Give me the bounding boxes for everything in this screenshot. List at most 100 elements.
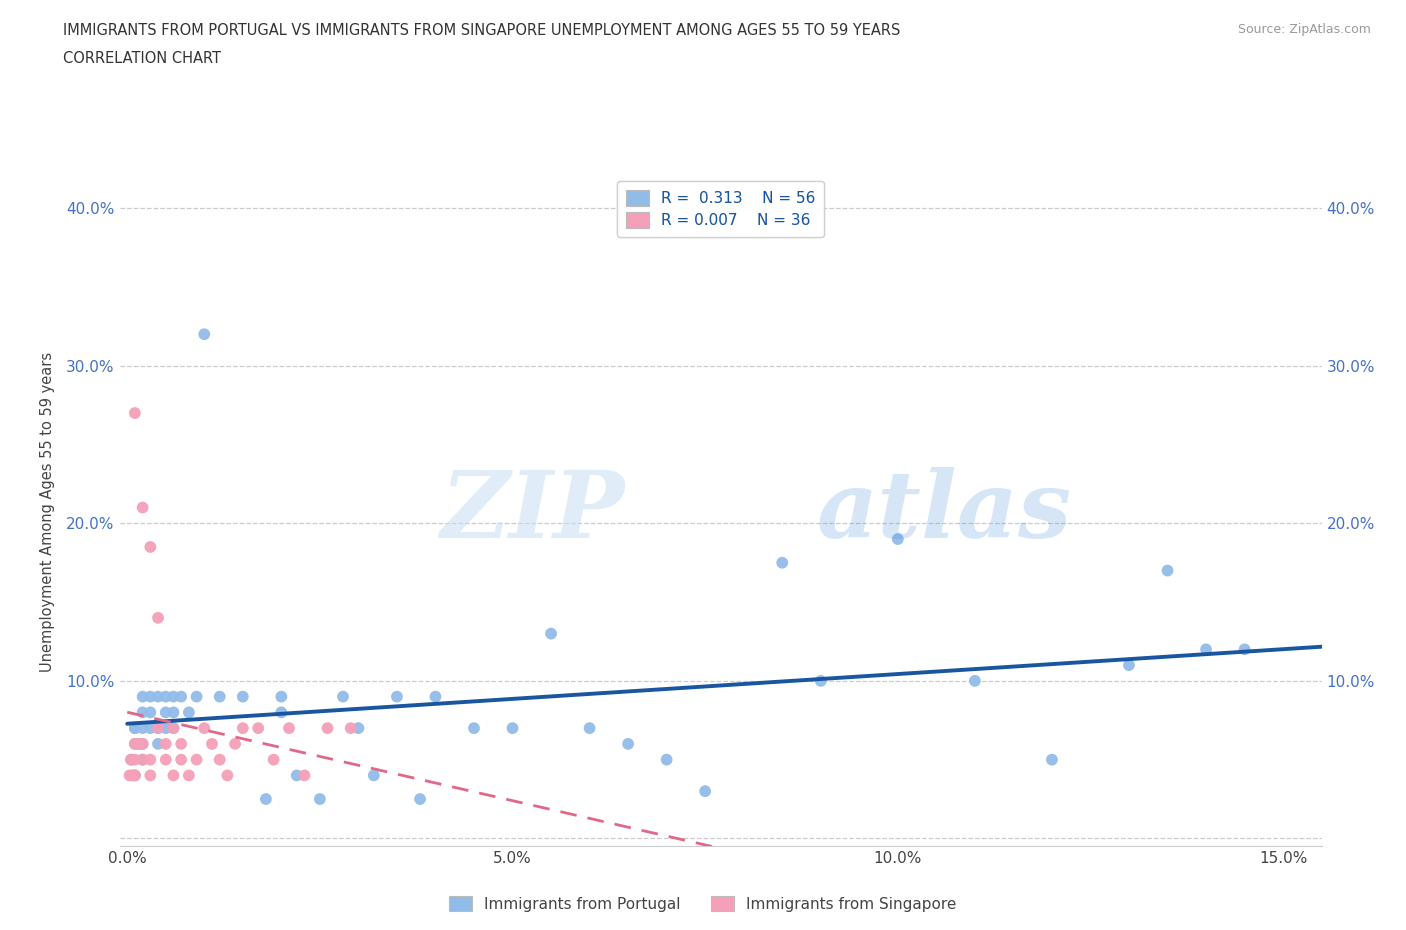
Point xyxy=(124,752,146,767)
Point xyxy=(1156,564,1178,578)
Point xyxy=(155,737,177,751)
Point xyxy=(425,689,447,704)
Point xyxy=(177,705,200,720)
Text: Source: ZipAtlas.com: Source: ZipAtlas.com xyxy=(1237,23,1371,36)
Point xyxy=(270,689,292,704)
Point xyxy=(120,752,142,767)
Point xyxy=(131,689,153,704)
Point xyxy=(316,721,339,736)
Point xyxy=(578,721,600,736)
Point xyxy=(339,721,361,736)
Point xyxy=(770,555,793,570)
Text: ZIP: ZIP xyxy=(440,467,624,556)
Point xyxy=(170,689,193,704)
Point xyxy=(124,737,146,751)
Point xyxy=(963,673,986,688)
Point xyxy=(139,721,162,736)
Point xyxy=(247,721,270,736)
Point xyxy=(120,752,142,767)
Point xyxy=(177,768,200,783)
Point xyxy=(1195,642,1218,657)
Point xyxy=(285,768,308,783)
Point xyxy=(131,752,153,767)
Point xyxy=(655,752,678,767)
Point xyxy=(385,689,408,704)
Point xyxy=(146,737,169,751)
Point xyxy=(139,689,162,704)
Point xyxy=(146,689,169,704)
Point xyxy=(124,768,146,783)
Point xyxy=(201,737,224,751)
Point xyxy=(121,768,143,783)
Point xyxy=(162,721,184,736)
Point xyxy=(139,768,162,783)
Point xyxy=(155,752,177,767)
Point xyxy=(463,721,485,736)
Point xyxy=(139,705,162,720)
Point xyxy=(146,721,169,736)
Point xyxy=(208,752,231,767)
Point xyxy=(409,791,432,806)
Point xyxy=(363,768,385,783)
Point xyxy=(810,673,832,688)
Point xyxy=(217,768,239,783)
Point xyxy=(332,689,354,704)
Point xyxy=(155,689,177,704)
Point xyxy=(232,721,254,736)
Point xyxy=(131,705,153,720)
Point xyxy=(118,768,141,783)
Point xyxy=(128,737,150,751)
Point xyxy=(131,721,153,736)
Legend: R =  0.313    N = 56, R = 0.007    N = 36: R = 0.313 N = 56, R = 0.007 N = 36 xyxy=(617,181,824,237)
Point xyxy=(162,705,184,720)
Point xyxy=(124,737,146,751)
Point xyxy=(131,737,153,751)
Point xyxy=(232,689,254,704)
Point xyxy=(540,626,562,641)
Point xyxy=(131,737,153,751)
Point xyxy=(124,721,146,736)
Point xyxy=(193,326,215,341)
Point xyxy=(139,752,162,767)
Point xyxy=(617,737,640,751)
Point xyxy=(131,500,153,515)
Point xyxy=(887,532,910,547)
Y-axis label: Unemployment Among Ages 55 to 59 years: Unemployment Among Ages 55 to 59 years xyxy=(39,352,55,671)
Text: IMMIGRANTS FROM PORTUGAL VS IMMIGRANTS FROM SINGAPORE UNEMPLOYMENT AMONG AGES 55: IMMIGRANTS FROM PORTUGAL VS IMMIGRANTS F… xyxy=(63,23,901,38)
Point xyxy=(1118,658,1140,672)
Point xyxy=(170,752,193,767)
Point xyxy=(162,768,184,783)
Point xyxy=(1040,752,1063,767)
Point xyxy=(186,752,208,767)
Point xyxy=(146,610,169,625)
Legend: Immigrants from Portugal, Immigrants from Singapore: Immigrants from Portugal, Immigrants fro… xyxy=(443,889,963,918)
Point xyxy=(1233,642,1256,657)
Point xyxy=(146,721,169,736)
Point xyxy=(294,768,316,783)
Text: atlas: atlas xyxy=(817,467,1071,556)
Point xyxy=(131,752,153,767)
Point xyxy=(124,405,146,420)
Point xyxy=(502,721,524,736)
Point xyxy=(155,705,177,720)
Point xyxy=(162,689,184,704)
Point xyxy=(208,689,231,704)
Point xyxy=(139,539,162,554)
Point xyxy=(186,689,208,704)
Point xyxy=(155,721,177,736)
Text: CORRELATION CHART: CORRELATION CHART xyxy=(63,51,221,66)
Point xyxy=(124,768,146,783)
Point xyxy=(170,737,193,751)
Point xyxy=(193,721,215,736)
Point xyxy=(162,721,184,736)
Point xyxy=(270,705,292,720)
Point xyxy=(124,721,146,736)
Point xyxy=(309,791,332,806)
Point xyxy=(278,721,301,736)
Point xyxy=(695,784,717,799)
Point xyxy=(263,752,285,767)
Point xyxy=(254,791,277,806)
Point xyxy=(224,737,246,751)
Point xyxy=(128,737,150,751)
Point xyxy=(347,721,370,736)
